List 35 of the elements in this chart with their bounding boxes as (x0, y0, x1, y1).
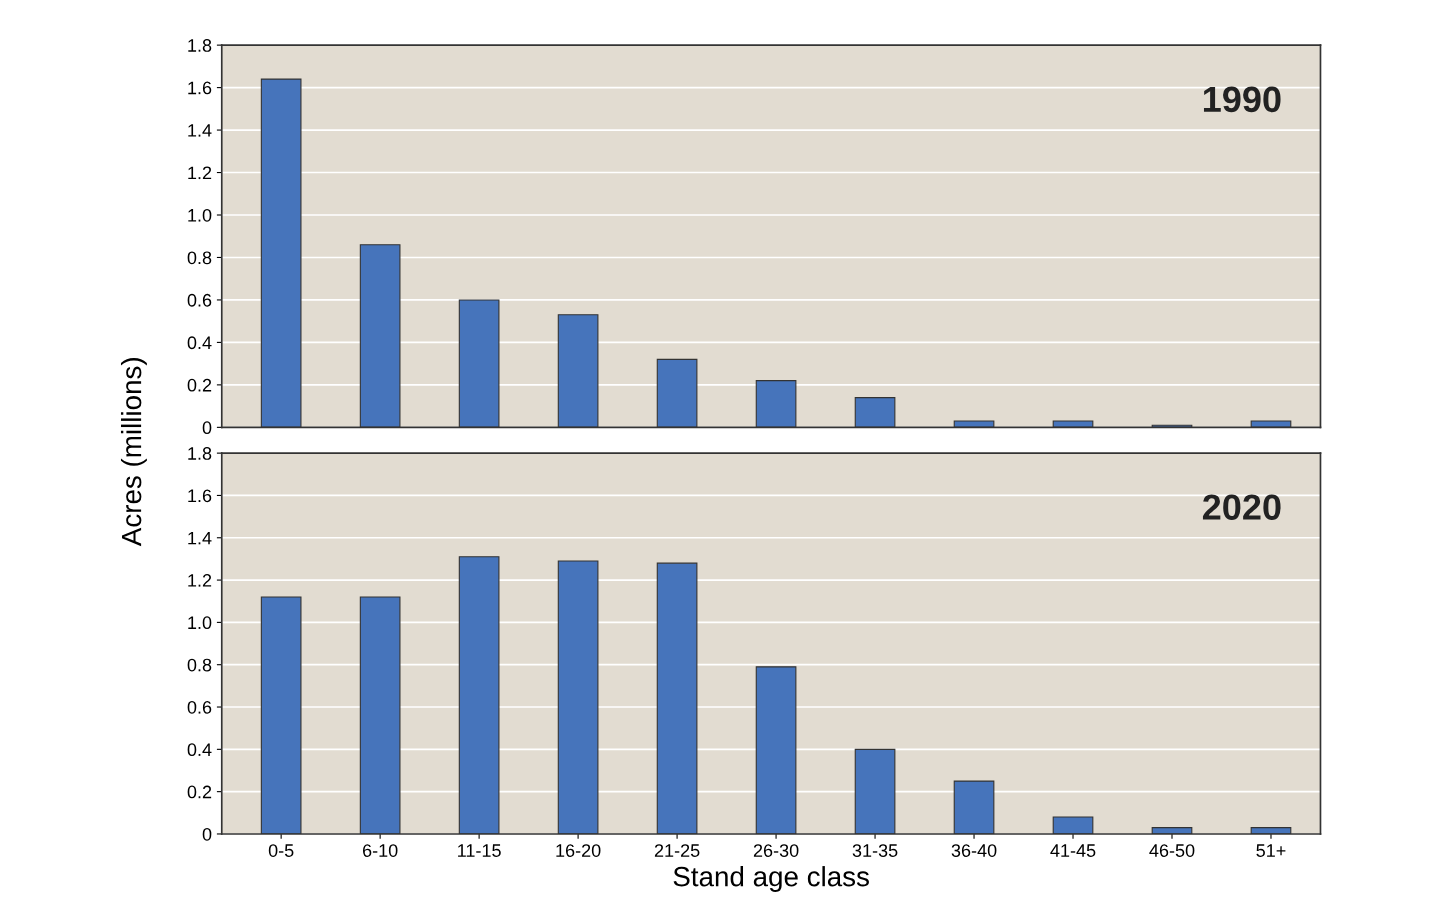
y-axis-title: Acres (millions) (120, 358, 147, 547)
y-tick-label: 1.6 (188, 489, 212, 503)
y-tick-label: 1.4 (188, 124, 212, 137)
x-axis-title: Stand age class (673, 866, 869, 892)
y-tick-label: 0 (202, 827, 212, 841)
y-tick-label: 1.2 (188, 166, 212, 180)
y-tick-label: 0.2 (187, 378, 212, 392)
y-tick-label: 1.4 (188, 531, 212, 545)
x-tick-label: 51+ (1256, 844, 1286, 857)
y-tick-label: 0 (202, 421, 212, 435)
y-tick-label: 1.2 (188, 574, 212, 587)
x-tick-label: 31-35 (852, 844, 898, 857)
x-tick-label: 41-45 (1050, 844, 1096, 857)
x-tick-label: 16-20 (556, 844, 601, 857)
x-tick-label: 0-5 (268, 844, 294, 857)
annotation: 1990 (1203, 86, 1281, 113)
y-tick-label: 1.0 (188, 616, 212, 630)
y-tick-label: 0.8 (187, 658, 212, 672)
y-tick-label: 1.0 (188, 208, 212, 222)
y-tick-label: 0.4 (187, 336, 212, 350)
y-tick-label: 0.8 (187, 251, 212, 265)
y-tick-label: 1.8 (188, 447, 212, 460)
x-tick-label: 11-15 (458, 844, 501, 857)
y-tick-label: 0.2 (187, 785, 212, 799)
x-tick-label: 46-50 (1149, 844, 1195, 857)
y-tick-label: 0.6 (187, 293, 212, 307)
x-tick-label: 36-40 (951, 844, 997, 857)
y-tick-label: 0.4 (187, 743, 212, 757)
annotation: 2020 (1202, 494, 1281, 520)
x-tick-label: 6-10 (362, 844, 398, 857)
y-tick-label: 0.6 (187, 700, 212, 714)
x-tick-label: 26-30 (753, 844, 799, 857)
x-tick-label: 21-25 (654, 844, 700, 857)
y-tick-label: 1.8 (188, 39, 212, 52)
y-tick-label: 1.6 (188, 81, 212, 95)
